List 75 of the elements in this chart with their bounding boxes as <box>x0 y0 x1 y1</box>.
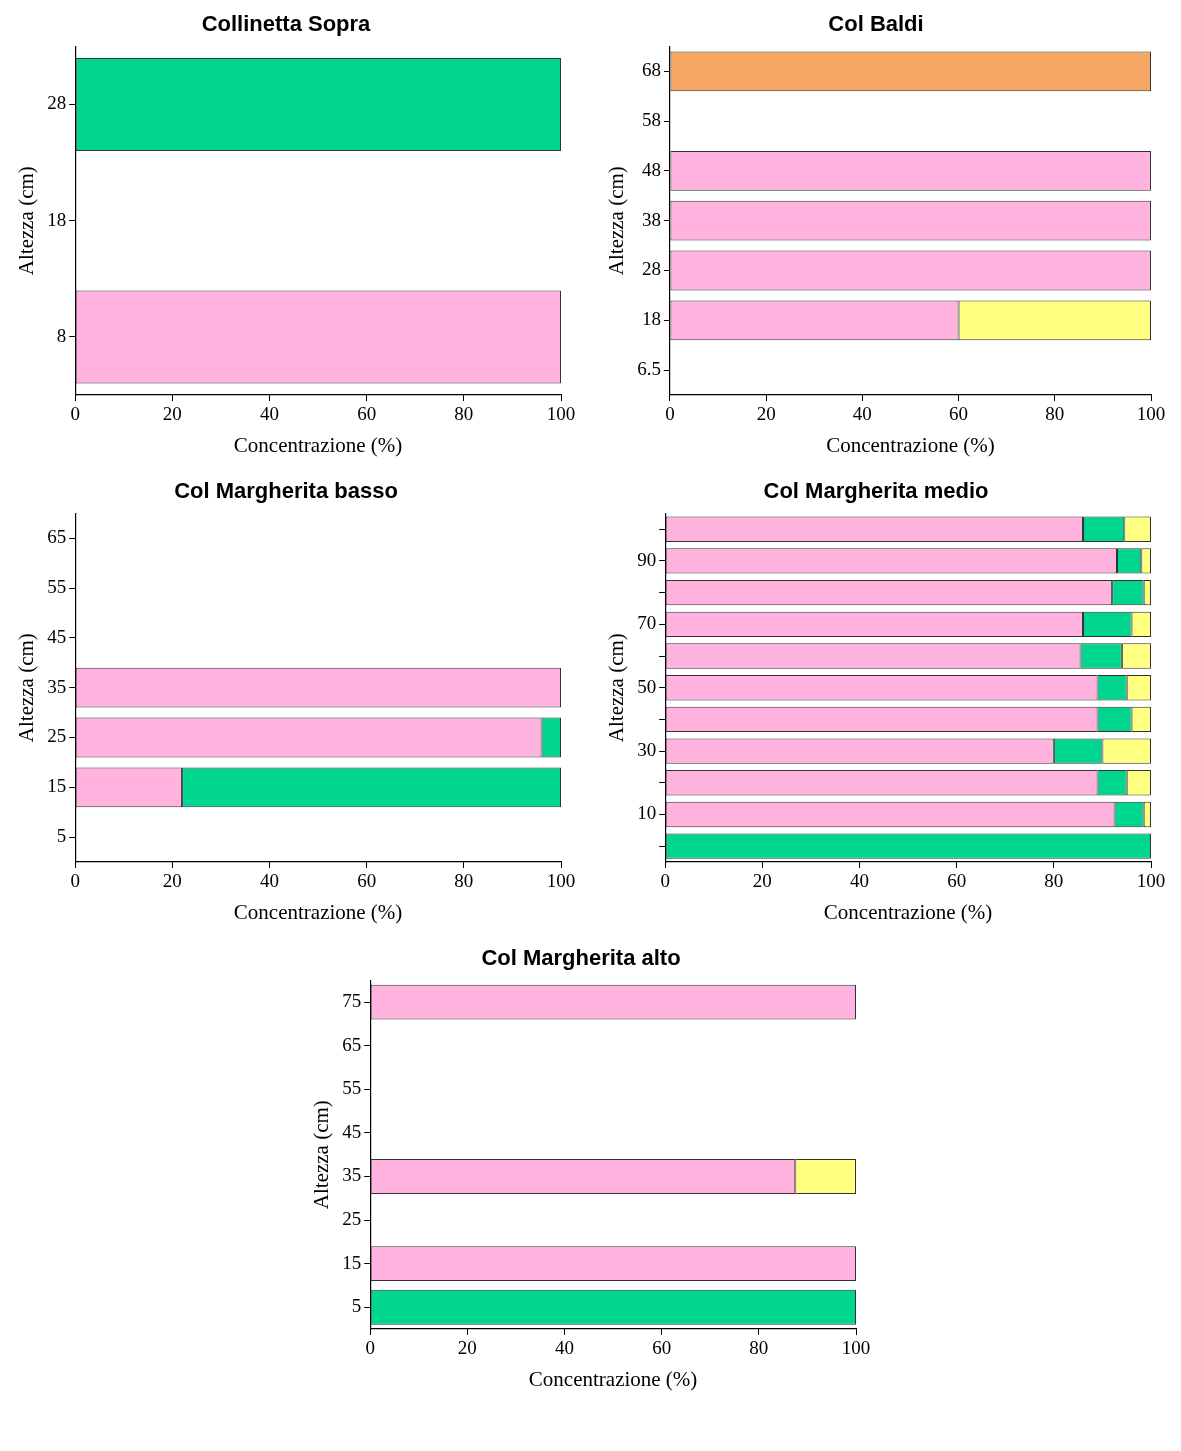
y-tick-label: 65 <box>341 1033 361 1055</box>
x-tick-label: 100 <box>546 870 575 892</box>
x-tick-label: 60 <box>356 403 376 425</box>
x-tick-label: 40 <box>259 403 279 425</box>
x-tick-label: 20 <box>457 1337 477 1359</box>
x-tick-label: 100 <box>546 403 575 425</box>
x-tick-label: 80 <box>748 1337 768 1359</box>
x-tick-label: 20 <box>752 870 772 892</box>
y-tick-label: 70 <box>636 612 656 634</box>
y-tick-label: 18 <box>641 308 661 330</box>
y-tick-label: 5 <box>56 825 66 847</box>
y-tick-label: 25 <box>341 1208 361 1230</box>
y-tick-label: 15 <box>46 775 66 797</box>
x-tick-label: 0 <box>664 403 675 425</box>
x-tick-label: 20 <box>162 403 182 425</box>
y-tick-label: 75 <box>341 990 361 1012</box>
y-axis-title: Altezza (cm) <box>603 166 628 276</box>
chart-title: Col Margherita alto <box>480 945 681 971</box>
y-tick-label: 68 <box>641 59 661 81</box>
y-axis-title: Altezza (cm) <box>13 166 38 276</box>
x-tick-label: 100 <box>841 1337 870 1359</box>
x-axis-title: Concentrazione (%) <box>825 432 995 457</box>
x-tick-label: 60 <box>946 870 966 892</box>
y-tick-label: 35 <box>341 1164 361 1186</box>
x-tick-label: 40 <box>259 870 279 892</box>
y-tick-label: 35 <box>46 675 66 697</box>
y-tick-label: 18 <box>46 208 66 230</box>
y-tick-label: 15 <box>341 1251 361 1273</box>
x-tick-label: 0 <box>364 1337 375 1359</box>
x-tick-label: 40 <box>852 403 872 425</box>
y-axis-title: Altezza (cm) <box>308 1100 333 1210</box>
y-tick-label: 50 <box>636 675 656 697</box>
y-tick-label: 90 <box>636 548 656 570</box>
x-tick-label: 60 <box>356 870 376 892</box>
y-tick-label: 8 <box>56 324 66 346</box>
y-tick-label: 55 <box>341 1077 361 1099</box>
x-axis-title: Concentrazione (%) <box>233 899 402 924</box>
chart-title: Col Baldi <box>827 11 924 37</box>
x-tick-label: 80 <box>453 870 473 892</box>
y-tick-label: 65 <box>46 526 66 548</box>
y-tick-label: 6.5 <box>636 358 661 380</box>
x-tick-label: 0 <box>659 870 670 892</box>
y-tick-label: 58 <box>641 109 661 131</box>
y-tick-label: 55 <box>46 576 66 598</box>
x-tick-label: 20 <box>162 870 182 892</box>
y-tick-label: 30 <box>636 739 656 761</box>
x-axis-title: Concentrazione (%) <box>233 432 402 457</box>
x-tick-label: 80 <box>453 403 473 425</box>
y-tick-label: 28 <box>641 258 661 280</box>
x-tick-label: 100 <box>1136 870 1165 892</box>
y-tick-label: 28 <box>46 92 66 114</box>
y-tick-label: 25 <box>46 725 66 747</box>
x-tick-label: 80 <box>1043 870 1063 892</box>
x-tick-label: 0 <box>69 403 80 425</box>
x-tick-label: 40 <box>849 870 869 892</box>
x-tick-label: 20 <box>756 403 776 425</box>
chart-title: Col Margherita basso <box>173 478 398 504</box>
x-tick-label: 40 <box>554 1337 574 1359</box>
y-axis-title: Altezza (cm) <box>603 633 628 743</box>
x-tick-label: 80 <box>1044 403 1064 425</box>
x-tick-label: 60 <box>948 403 968 425</box>
x-axis-title: Concentrazione (%) <box>528 1366 697 1391</box>
x-tick-label: 0 <box>69 870 80 892</box>
chart-title: Collinetta Sopra <box>201 11 371 37</box>
y-tick-label: 10 <box>636 802 656 824</box>
y-axis-title: Altezza (cm) <box>13 633 38 743</box>
x-axis-title: Concentrazione (%) <box>823 899 992 924</box>
y-tick-label: 38 <box>641 208 661 230</box>
y-tick-label: 45 <box>46 625 66 647</box>
y-tick-label: 45 <box>341 1120 361 1142</box>
chart-title: Col Margherita medio <box>763 478 988 504</box>
y-tick-label: 48 <box>641 158 661 180</box>
y-tick-label: 5 <box>351 1295 361 1317</box>
x-tick-label: 100 <box>1136 403 1165 425</box>
x-tick-label: 60 <box>651 1337 671 1359</box>
